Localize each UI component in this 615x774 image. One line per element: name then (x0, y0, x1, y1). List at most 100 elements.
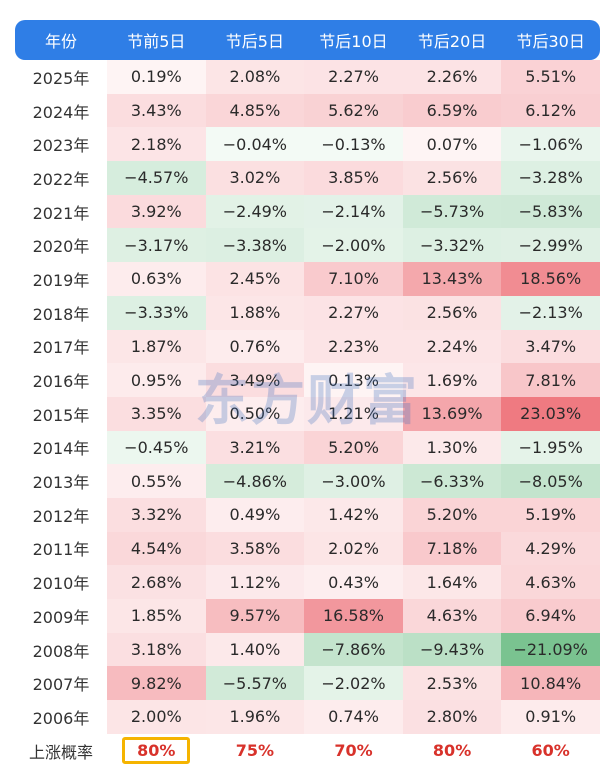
year-cell: 2008年 (32, 641, 90, 661)
return-cell: −3.33% (107, 295, 206, 330)
table-row: 2013年 0.55% −4.86% −3.00% −6.33% −8.05% (15, 464, 600, 498)
table-row: 2011年 4.54% 3.58% 2.02% 7.18% 4.29% (15, 531, 600, 566)
table-header: 年份 节前5日 节后5日 节后10日 节后20日 节后30日 (15, 20, 600, 60)
year-cell: 2020年 (32, 237, 90, 257)
return-cell: 2.00% (107, 700, 206, 734)
return-cell: 0.13% (304, 363, 403, 397)
return-cell: −3.38% (205, 228, 305, 263)
table-row: 2010年 2.68% 1.12% 0.43% 1.64% 4.63% (15, 565, 600, 599)
return-cell: 5.62% (304, 93, 403, 128)
table-row: 2024年 3.43% 4.85% 5.62% 6.59% 6.12% (15, 93, 600, 128)
probability-cell: 60% (501, 734, 600, 768)
return-cell: 2.27% (304, 60, 403, 94)
table-row: 2018年 −3.33% 1.88% 2.27% 2.56% −2.13% (15, 295, 600, 330)
return-cell: −3.28% (501, 161, 600, 195)
return-cell: 2.56% (402, 161, 502, 195)
return-cell: 7.10% (304, 262, 403, 296)
return-cell: 3.18% (107, 632, 206, 667)
return-cell: 1.40% (205, 632, 305, 667)
year-cell: 2018年 (32, 304, 90, 324)
year-cell: 2009年 (32, 607, 90, 627)
probability-value: 75% (235, 741, 275, 761)
return-cell: 2.23% (304, 329, 403, 364)
header-col-1: 节前5日 (107, 20, 206, 60)
return-cell: 9.82% (107, 666, 206, 701)
table-row: 2009年 1.85% 9.57% 16.58% 4.63% 6.94% (15, 599, 600, 633)
probability-cell: 75% (206, 734, 305, 768)
return-cell: 0.55% (107, 464, 206, 498)
return-cell: −1.06% (501, 127, 600, 162)
return-cell: 4.85% (205, 93, 305, 128)
header-col-4: 节后20日 (402, 20, 502, 60)
return-cell: −2.00% (304, 228, 403, 263)
probability-cell: 80% (107, 734, 206, 768)
return-cell: 0.63% (107, 262, 206, 296)
return-cell: −4.86% (205, 464, 305, 498)
table-row: 2017年 1.87% 0.76% 2.23% 2.24% 3.47% (15, 329, 600, 364)
year-cell: 2023年 (32, 136, 90, 156)
year-cell: 2022年 (32, 169, 90, 189)
probability-value: 80% (122, 737, 191, 765)
table-row: 2006年 2.00% 1.96% 0.74% 2.80% 0.91% (15, 700, 600, 734)
header-year: 年份 (15, 20, 107, 60)
return-cell: 5.51% (501, 60, 600, 94)
return-cell: 3.47% (501, 329, 600, 364)
return-cell: −5.73% (402, 194, 502, 229)
probability-value: 70% (334, 741, 373, 761)
table-row: 2012年 3.32% 0.49% 1.42% 5.20% 5.19% (15, 497, 600, 532)
return-cell: 10.84% (501, 666, 600, 701)
return-cell: 0.95% (107, 363, 206, 397)
return-cell: −21.09% (501, 632, 600, 667)
table-row: 2022年 −4.57% 3.02% 3.85% 2.56% −3.28% (15, 161, 600, 195)
return-cell: 3.32% (107, 497, 206, 532)
return-cell: 1.64% (402, 565, 502, 599)
return-cell: −0.45% (107, 430, 206, 465)
return-cell: 3.92% (107, 194, 206, 229)
return-cell: −9.43% (402, 632, 502, 667)
return-cell: 4.63% (501, 565, 600, 599)
return-cell: 9.57% (205, 599, 305, 633)
probability-value: 60% (531, 741, 570, 761)
return-cell: 16.58% (304, 599, 403, 633)
probability-value: 80% (432, 741, 472, 761)
return-cell: 1.21% (304, 396, 403, 431)
header-col-5: 节后30日 (501, 20, 600, 60)
return-cell: 6.94% (501, 599, 600, 633)
return-cell: 1.42% (304, 497, 403, 532)
return-cell: 3.49% (205, 363, 305, 397)
year-cell: 2025年 (32, 68, 90, 88)
year-cell: 2011年 (32, 540, 90, 560)
return-cell: 2.45% (205, 262, 305, 296)
return-cell: −8.05% (501, 464, 600, 498)
table-row: 2019年 0.63% 2.45% 7.10% 13.43% 18.56% (15, 262, 600, 296)
return-cell: −2.02% (304, 666, 403, 701)
return-cell: 3.58% (205, 531, 305, 566)
holiday-returns-table: 年份 节前5日 节后5日 节后10日 节后20日 节后30日 2025年 0.19… (15, 20, 600, 767)
return-cell: −2.14% (304, 194, 403, 229)
table-row: 2021年 3.92% −2.49% −2.14% −5.73% −5.83% (15, 194, 600, 229)
return-cell: −0.13% (304, 127, 403, 162)
return-cell: 0.43% (304, 565, 403, 599)
table-body: 2025年 0.19% 2.08% 2.27% 2.26% 5.51% 2024年 3.43%… (15, 60, 600, 767)
year-cell: 2024年 (32, 102, 90, 122)
year-cell: 2007年 (32, 675, 90, 695)
return-cell: 7.18% (402, 531, 502, 566)
return-cell: 1.88% (205, 295, 305, 330)
return-cell: 13.69% (402, 396, 502, 431)
table-row: 2023年 2.18% −0.04% −0.13% 0.07% −1.06% (15, 127, 600, 162)
return-cell: 0.76% (205, 329, 305, 364)
table-row: 2025年 0.19% 2.08% 2.27% 2.26% 5.51% (15, 60, 600, 94)
return-cell: −5.57% (205, 666, 305, 701)
return-cell: 5.20% (304, 430, 403, 465)
year-cell: 2015年 (32, 405, 90, 425)
return-cell: 1.85% (107, 599, 206, 633)
header-col-3: 节后10日 (304, 20, 403, 60)
return-cell: 0.91% (501, 700, 600, 734)
return-cell: −3.17% (107, 228, 206, 263)
return-cell: 13.43% (402, 262, 502, 296)
return-cell: 1.12% (205, 565, 305, 599)
return-cell: 2.53% (402, 666, 502, 701)
table-row: 2007年 9.82% −5.57% −2.02% 2.53% 10.84% (15, 666, 600, 701)
return-cell: 2.08% (205, 60, 305, 94)
